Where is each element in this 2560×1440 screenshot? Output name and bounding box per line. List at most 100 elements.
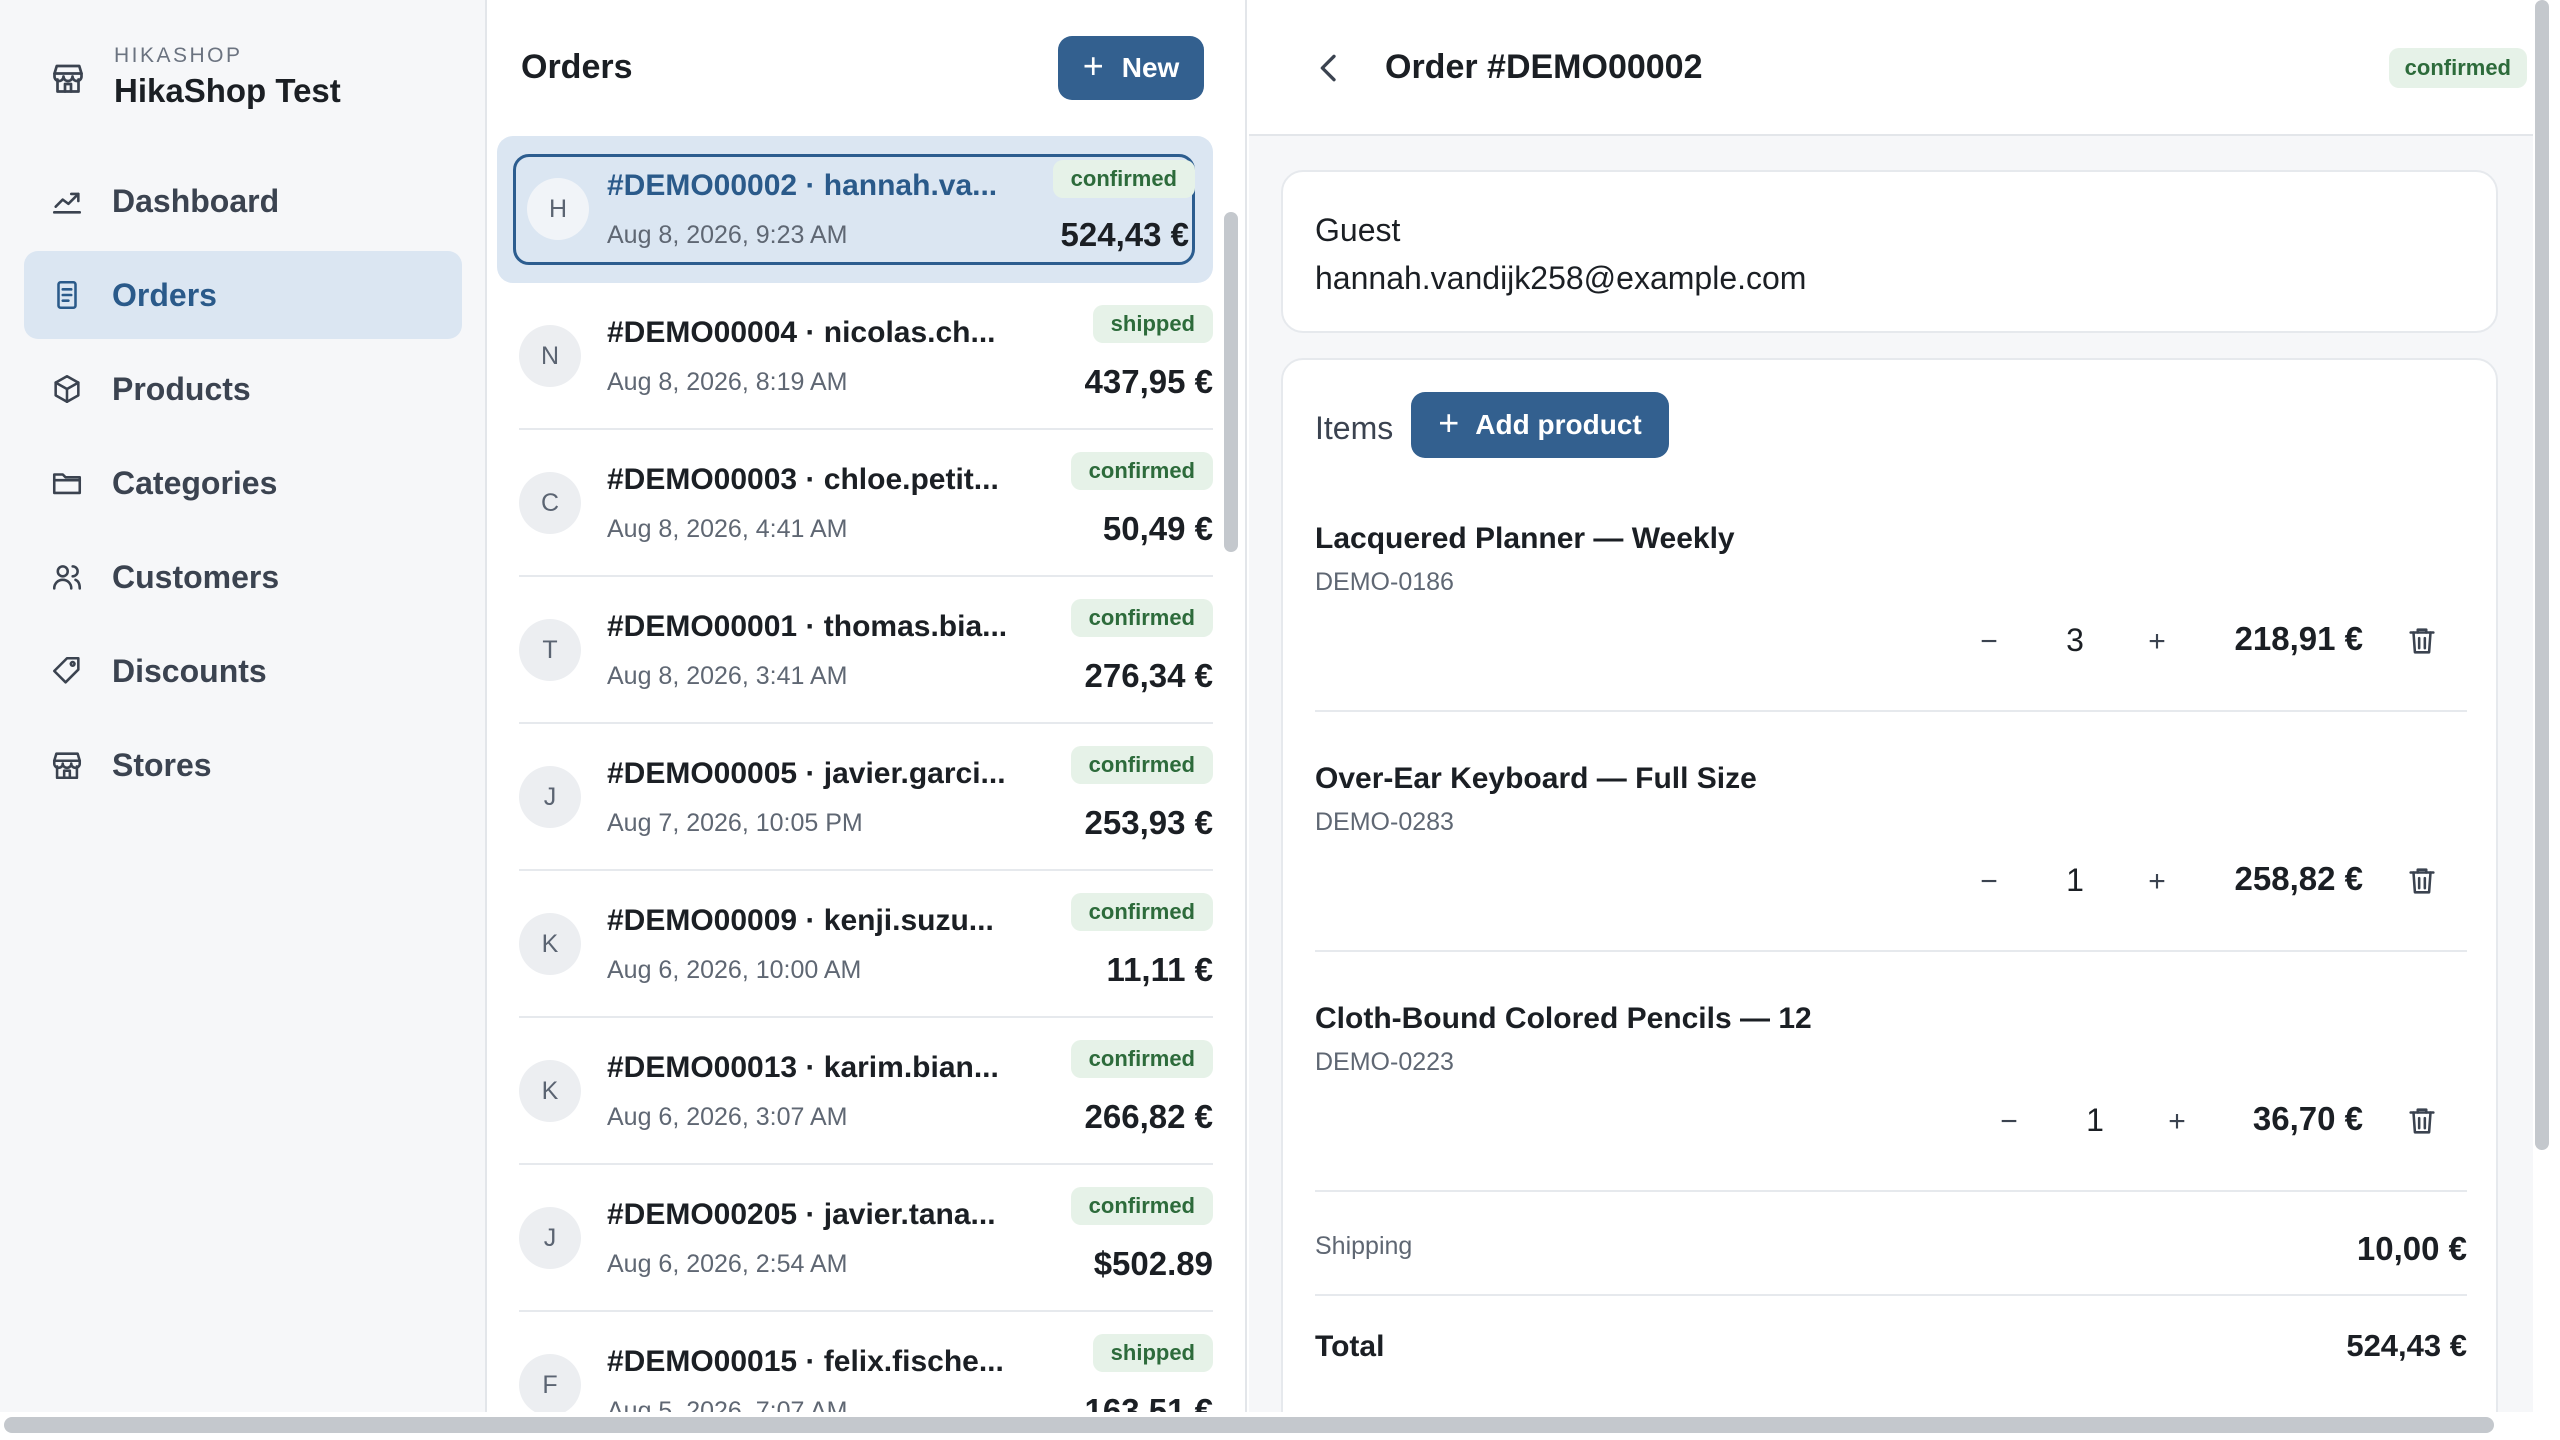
trash-icon[interactable] [2405, 1102, 2439, 1140]
line-total: 36,70 € [2252, 1100, 2363, 1137]
line-item: Lacquered Planner — Weekly DEMO-0186 − 3… [1315, 472, 2467, 712]
avatar: J [519, 766, 581, 828]
sidebar-item-customers[interactable]: Customers [24, 533, 462, 621]
order-amount: 276,34 € [1084, 657, 1213, 694]
sidebar-item-label: Stores [112, 746, 212, 783]
item-name: Lacquered Planner — Weekly [1315, 522, 1735, 555]
sidebar-item-discounts[interactable]: Discounts [24, 627, 462, 715]
item-sku: DEMO-0223 [1315, 1048, 1454, 1076]
order-date: Aug 8, 2026, 3:41 AM [607, 662, 848, 690]
increase-quantity-button[interactable]: + [2135, 620, 2179, 664]
horizontal-scrollbar-thumb[interactable] [4, 1417, 2494, 1433]
detail-scrollbar[interactable] [2535, 0, 2549, 1150]
chevron-left-icon[interactable] [1309, 48, 1349, 88]
folder-icon [52, 473, 82, 495]
order-amount: 266,82 € [1084, 1098, 1213, 1135]
plus-icon: + [1082, 45, 1104, 86]
sidebar-item-dashboard[interactable]: Dashboard [24, 157, 462, 245]
order-title: #DEMO00004 · nicolas.ch... [607, 316, 996, 349]
order-title: #DEMO00001 · thomas.bia... [607, 610, 1008, 643]
quantity-value: 3 [2066, 622, 2084, 658]
order-row[interactable]: C #DEMO00003 · chloe.petit... Aug 8, 202… [519, 430, 1213, 577]
avatar: T [519, 619, 581, 681]
order-amount: 253,93 € [1084, 804, 1213, 841]
orders-panel: Orders + New H #DEMO00002 · hannah.va...… [489, 0, 1247, 1412]
decrease-quantity-button[interactable]: − [1967, 860, 2011, 904]
sidebar: HIKASHOP HikaShop Test Dashboard Orders … [0, 0, 487, 1412]
order-title: #DEMO00005 · javier.garci... [607, 757, 1006, 790]
line-item: Cloth-Bound Colored Pencils — 12 DEMO-02… [1315, 952, 2467, 1192]
tag-icon [52, 656, 80, 684]
sidebar-item-label: Customers [112, 558, 280, 595]
order-amount: 524,43 € [1060, 216, 1189, 253]
avatar: C [519, 472, 581, 534]
customer-card: Guest hannah.vandijk258@example.com [1281, 170, 2498, 333]
sidebar-item-stores[interactable]: Stores [24, 721, 462, 809]
increase-quantity-button[interactable]: + [2155, 1100, 2199, 1144]
order-row[interactable]: F #DEMO00015 · felix.fische... Aug 5, 20… [519, 1312, 1213, 1412]
order-amount: 50,49 € [1102, 510, 1213, 547]
status-badge: confirmed [1070, 452, 1213, 490]
add-product-button[interactable]: + Add product [1411, 392, 1669, 458]
trash-icon[interactable] [2405, 862, 2439, 900]
order-list: H #DEMO00002 · hannah.va... Aug 8, 2026,… [489, 136, 1225, 1412]
shipping-label: Shipping [1315, 1232, 1413, 1260]
order-date: Aug 8, 2026, 8:19 AM [607, 368, 848, 396]
order-amount: 163,51 € [1084, 1392, 1213, 1412]
avatar: H [527, 178, 589, 240]
quantity-value: 1 [2086, 1102, 2104, 1138]
order-detail-panel: Order #DEMO00002 confirmed Guest hannah.… [1249, 0, 2533, 1438]
item-name: Cloth-Bound Colored Pencils — 12 [1315, 1002, 1812, 1035]
order-list-scrollbar[interactable] [1224, 212, 1238, 552]
brand-subtitle: HIKASHOP [114, 44, 243, 67]
plus-icon: + [1438, 402, 1460, 443]
order-date: Aug 8, 2026, 9:23 AM [607, 221, 848, 249]
order-row[interactable]: N #DEMO00004 · nicolas.ch... Aug 8, 2026… [519, 283, 1213, 430]
orders-header: Orders + New [489, 0, 1245, 136]
order-date: Aug 8, 2026, 4:41 AM [607, 515, 848, 543]
brand-title: HikaShop Test [114, 72, 341, 109]
sidebar-item-label: Categories [112, 464, 278, 501]
sidebar-item-products[interactable]: Products [24, 345, 462, 433]
line-item: Over-Ear Keyboard — Full Size DEMO-0283 … [1315, 712, 2467, 952]
order-row[interactable]: K #DEMO00009 · kenji.suzu... Aug 6, 2026… [519, 871, 1213, 1018]
avatar: K [519, 1060, 581, 1122]
order-row[interactable]: J #DEMO00205 · javier.tana... Aug 6, 202… [519, 1165, 1213, 1312]
new-order-button[interactable]: + New [1058, 36, 1204, 100]
brand: HIKASHOP HikaShop Test [50, 44, 341, 112]
detail-header: Order #DEMO00002 confirmed [1249, 0, 2533, 136]
line-total: 218,91 € [2234, 620, 2363, 657]
increase-quantity-button[interactable]: + [2135, 860, 2179, 904]
order-row[interactable]: T #DEMO00001 · thomas.bia... Aug 8, 2026… [519, 577, 1213, 724]
order-title: #DEMO00013 · karim.bian... [607, 1051, 999, 1084]
avatar: N [519, 325, 581, 387]
sidebar-item-categories[interactable]: Categories [24, 439, 462, 527]
avatar: F [519, 1354, 581, 1412]
sidebar-item-label: Discounts [112, 652, 267, 689]
customer-email: hannah.vandijk258@example.com [1315, 260, 1807, 296]
trash-icon[interactable] [2405, 622, 2439, 660]
decrease-quantity-button[interactable]: − [1987, 1100, 2031, 1144]
quantity-value: 1 [2066, 862, 2084, 898]
order-date: Aug 6, 2026, 10:00 AM [607, 956, 862, 984]
order-title: #DEMO00205 · javier.tana... [607, 1198, 996, 1231]
order-date: Aug 7, 2026, 10:05 PM [607, 809, 863, 837]
shipping-value: 10,00 € [2356, 1230, 2467, 1267]
sidebar-item-orders[interactable]: Orders [24, 251, 462, 339]
order-row[interactable]: K #DEMO00013 · karim.bian... Aug 6, 2026… [519, 1018, 1213, 1165]
sidebar-nav: Dashboard Orders Products Categories Cus… [24, 157, 462, 815]
decrease-quantity-button[interactable]: − [1967, 620, 2011, 664]
item-sku: DEMO-0186 [1315, 568, 1454, 596]
users-icon [52, 565, 82, 590]
order-row-selected[interactable]: H #DEMO00002 · hannah.va... Aug 8, 2026,… [497, 136, 1213, 283]
total-row: Total 524,43 € [1315, 1298, 2467, 1394]
order-date: Aug 5, 2026, 7:07 AM [607, 1397, 848, 1412]
line-total: 258,82 € [2234, 860, 2363, 897]
item-sku: DEMO-0283 [1315, 808, 1454, 836]
sidebar-item-label: Orders [112, 276, 217, 313]
order-row[interactable]: J #DEMO00005 · javier.garci... Aug 7, 20… [519, 724, 1213, 871]
add-product-label: Add product [1475, 409, 1642, 440]
new-order-label: New [1121, 52, 1180, 83]
box-icon [54, 374, 80, 404]
order-title: #DEMO00015 · felix.fische... [607, 1345, 1004, 1378]
